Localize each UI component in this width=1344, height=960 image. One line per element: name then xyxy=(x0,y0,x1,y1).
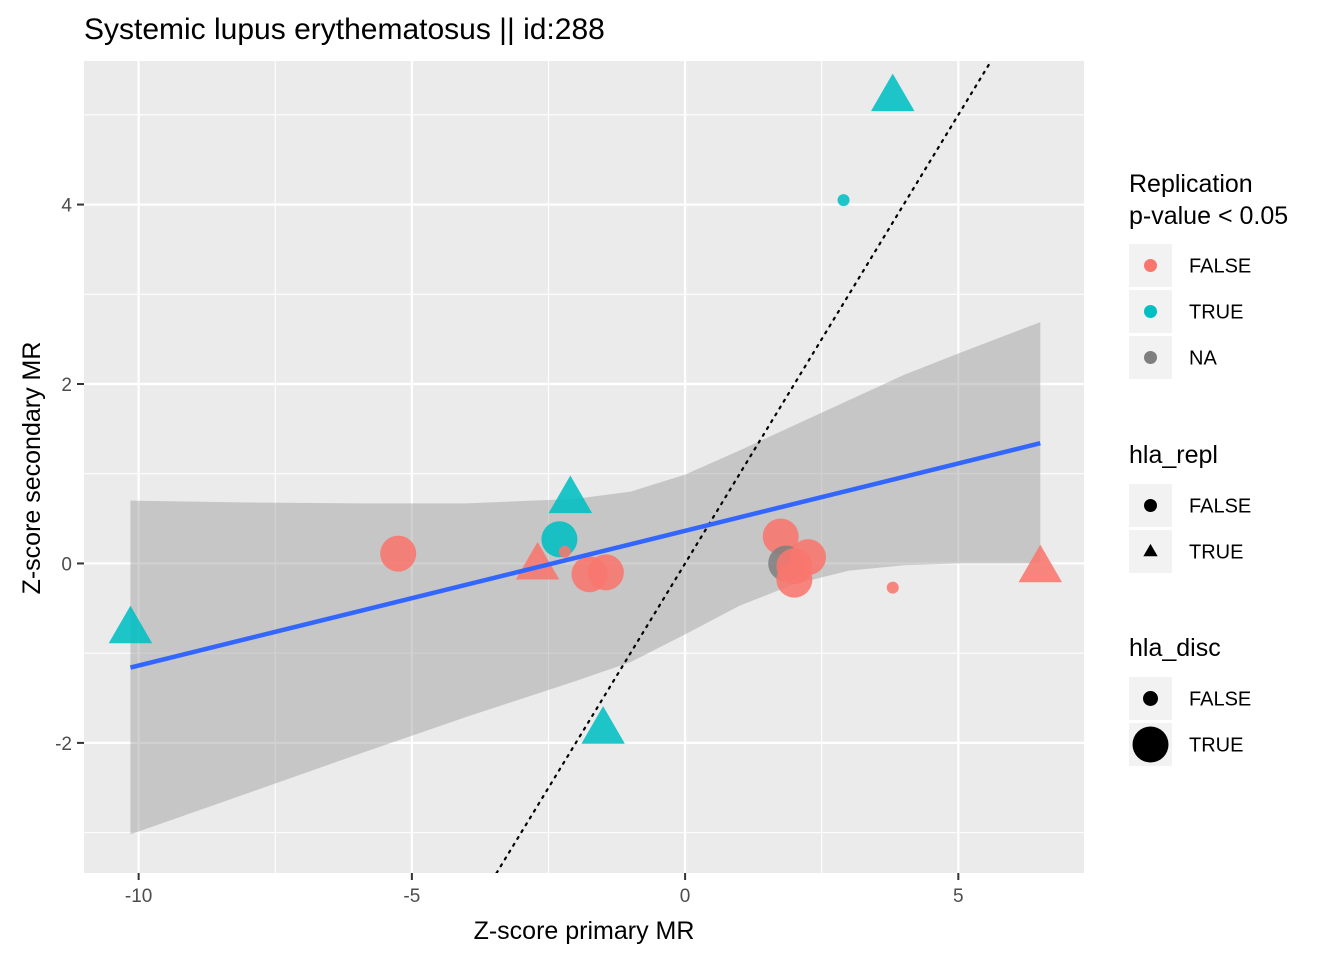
legend: Replication p-value < 0.05 FALSE TRUE NA hla_… xyxy=(1129,170,1288,766)
data-point xyxy=(790,539,827,576)
data-point xyxy=(837,194,850,207)
legend-key xyxy=(1143,691,1158,706)
legend-key xyxy=(1144,499,1157,512)
legend-label: TRUE xyxy=(1189,735,1243,757)
data-point xyxy=(548,475,593,514)
legend-key xyxy=(1143,543,1158,557)
x-tick-label: 5 xyxy=(953,886,964,907)
legend-shape: hla_repl FALSE TRUE xyxy=(1129,441,1251,573)
legend-item: FALSE xyxy=(1129,244,1251,287)
legend-label: FALSE xyxy=(1189,689,1251,711)
legend-item: TRUE xyxy=(1129,723,1243,766)
legend-label: NA xyxy=(1189,348,1217,370)
data-point xyxy=(886,581,899,594)
legend-title: hla_disc xyxy=(1129,634,1221,662)
legend-key xyxy=(1144,259,1157,272)
panel-background xyxy=(84,61,1084,873)
x-axis: -10 -5 0 5 xyxy=(125,873,964,907)
legend-key xyxy=(1144,305,1157,318)
legend-item: FALSE xyxy=(1129,484,1251,527)
legend-title: Replication xyxy=(1129,170,1253,198)
x-tick-label: -10 xyxy=(125,886,152,907)
data-point xyxy=(1018,544,1063,583)
x-axis-label: Z-score primary MR xyxy=(474,917,695,945)
x-tick-label: -5 xyxy=(403,886,420,907)
x-tick-label: 0 xyxy=(680,886,691,907)
data-point xyxy=(762,518,799,555)
legend-title: p-value < 0.05 xyxy=(1129,202,1288,230)
legend-label: TRUE xyxy=(1189,302,1243,324)
legend-key xyxy=(1144,351,1157,364)
legend-item: TRUE xyxy=(1129,290,1243,333)
legend-key xyxy=(1132,726,1169,763)
data-point xyxy=(870,73,915,112)
data-point xyxy=(558,545,571,558)
reference-line xyxy=(495,61,993,873)
data-layer xyxy=(108,61,1063,873)
legend-label: FALSE xyxy=(1189,496,1251,518)
legend-label: FALSE xyxy=(1189,256,1251,278)
y-axis: -2 0 2 4 xyxy=(55,196,84,755)
y-axis-label: Z-score secondary MR xyxy=(18,342,46,595)
legend-title: hla_repl xyxy=(1129,441,1218,469)
data-point xyxy=(108,605,153,644)
legend-item: TRUE xyxy=(1129,530,1243,573)
legend-item: FALSE xyxy=(1129,677,1251,720)
y-tick-label: 2 xyxy=(61,375,72,396)
legend-color: Replication p-value < 0.05 FALSE TRUE NA xyxy=(1129,170,1288,379)
data-point xyxy=(581,706,625,744)
legend-item: NA xyxy=(1129,336,1217,379)
legend-label: TRUE xyxy=(1189,542,1243,564)
data-point xyxy=(380,535,417,572)
plot-panel xyxy=(84,61,1084,873)
legend-size: hla_disc FALSE TRUE xyxy=(1129,634,1251,766)
y-tick-label: 4 xyxy=(61,196,72,217)
data-point xyxy=(587,554,624,591)
regression-line xyxy=(129,441,1041,670)
y-tick-label: 0 xyxy=(61,554,72,575)
y-tick-label: -2 xyxy=(55,734,72,755)
chart-title: Systemic lupus erythematosus || id:288 xyxy=(84,13,605,46)
